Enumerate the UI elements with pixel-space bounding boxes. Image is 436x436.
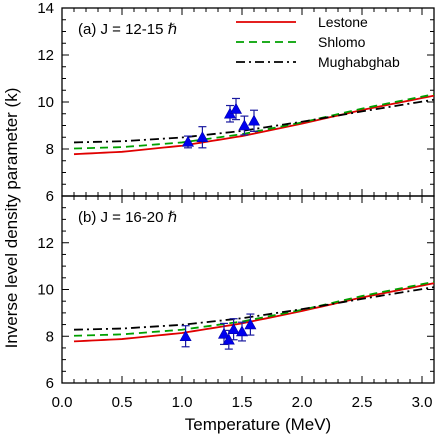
legend-label: Lestone <box>318 14 368 30</box>
y-tick-label: 6 <box>46 375 54 392</box>
data-point <box>196 131 209 142</box>
legend: Lestone Shlomo Mughabghab <box>236 14 400 70</box>
panel-b: 6 8 10 12 (b) J = 16-20 ℏ <box>37 195 435 392</box>
x-axis-title: Temperature (MeV) <box>185 415 331 434</box>
data-point <box>244 318 257 330</box>
x-tick-label: 1.5 <box>232 394 253 411</box>
panel-label: (b) J = 16-20 ℏ <box>78 209 177 226</box>
y-tick-label: 14 <box>37 0 54 17</box>
data-point <box>229 102 243 114</box>
data-point <box>235 325 249 337</box>
series-line-shlomo <box>73 280 435 337</box>
y-tick-label: 10 <box>37 282 54 299</box>
y-tick-label: 10 <box>37 94 54 111</box>
series-line-mughabghab <box>73 98 435 144</box>
x-tick-label: 2.0 <box>292 394 313 411</box>
x-tick-label: 1.0 <box>172 394 193 411</box>
data-point <box>247 114 261 126</box>
panel-a: 6 8 10 12 14 (a) J = 12-15 ℏ <box>37 0 435 205</box>
data-point <box>179 330 192 341</box>
data-point <box>181 135 195 147</box>
series-line-lestone <box>73 282 435 343</box>
y-tick-label: 6 <box>46 188 54 205</box>
series-line-shlomo <box>73 93 435 150</box>
y-tick-label: 12 <box>37 47 54 64</box>
y-axis-title: Inverse level density parameter (k) <box>2 88 21 349</box>
x-tick-label: 2.5 <box>352 394 373 411</box>
legend-label: Shlomo <box>318 34 366 50</box>
x-tick-label: 3.0 <box>412 394 433 411</box>
legend-label: Mughabghab <box>318 54 400 70</box>
x-tick-label: 0.5 <box>112 394 133 411</box>
data-point <box>238 119 251 131</box>
data-point <box>217 327 231 339</box>
series-line-lestone <box>73 94 435 156</box>
y-tick-label: 8 <box>46 328 54 345</box>
series-line-mughabghab <box>73 286 435 331</box>
y-tick-label: 8 <box>46 141 54 158</box>
x-tick-label: 0.0 <box>52 394 73 411</box>
y-tick-label: 12 <box>37 235 54 252</box>
data-point <box>227 323 240 334</box>
panel-label: (a) J = 12-15 ℏ <box>78 21 177 38</box>
